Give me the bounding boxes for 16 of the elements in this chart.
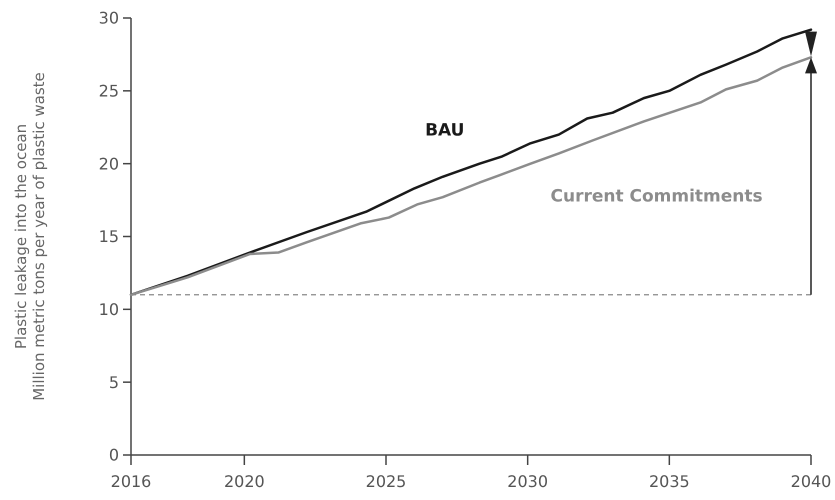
x-tick-label: 2016 bbox=[110, 472, 152, 491]
y-tick-label: 10 bbox=[98, 300, 119, 319]
series-label: BAU bbox=[425, 120, 464, 141]
x-tick-label: 2025 bbox=[366, 472, 406, 491]
y-tick-label: 25 bbox=[98, 81, 119, 100]
x-tick-label: 2030 bbox=[507, 472, 548, 491]
series-label: Current Commitments bbox=[550, 186, 763, 207]
y-axis-title: Plastic leakage into the ocean Million metric tons per year of plastic waste bbox=[12, 72, 48, 401]
y-tick-label: 0 bbox=[108, 446, 119, 465]
y-tick-label: 5 bbox=[108, 372, 119, 392]
y-tick-label: 30 bbox=[98, 8, 119, 28]
x-tick-label: 2040 bbox=[790, 472, 832, 491]
y-tick-label: 20 bbox=[98, 154, 119, 174]
x-tick-label: 2020 bbox=[224, 472, 265, 491]
x-tick-label: 2035 bbox=[648, 472, 690, 491]
y-tick-label: 15 bbox=[98, 227, 119, 246]
